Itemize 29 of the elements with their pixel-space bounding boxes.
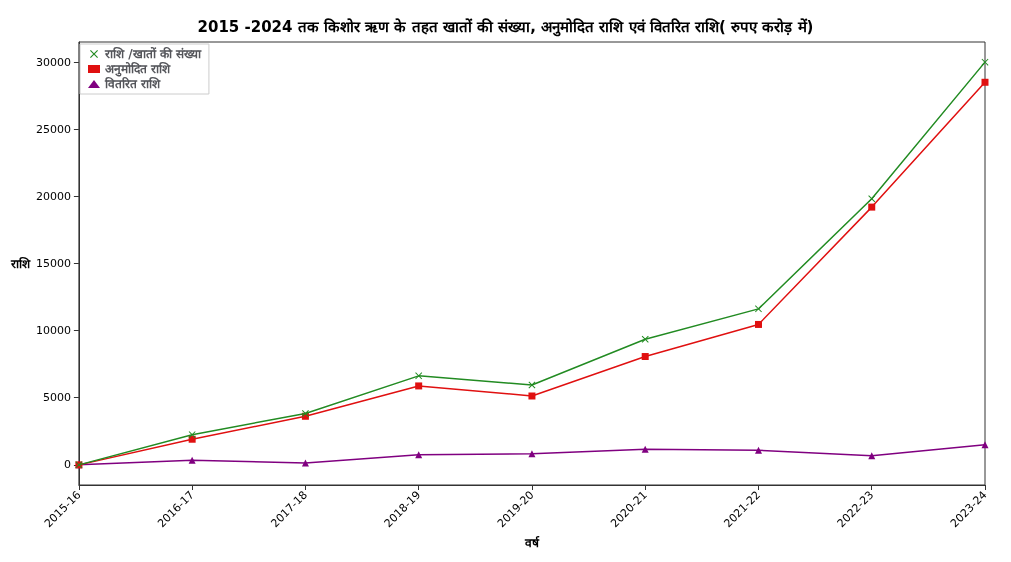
point <box>528 392 536 400</box>
point <box>641 353 649 361</box>
y-tick-label: 10000 <box>35 324 71 338</box>
point <box>528 450 536 458</box>
point <box>868 195 876 203</box>
point <box>754 305 762 313</box>
point <box>641 335 649 343</box>
point <box>188 456 196 464</box>
point <box>188 431 196 439</box>
point <box>981 78 989 86</box>
point <box>981 441 989 449</box>
legend-label: अनुमोदित राशि <box>105 62 172 77</box>
x-axis-title: वर्ष <box>523 536 540 550</box>
y-tick-label: 30000 <box>35 55 71 69</box>
legend-label: राशि /खातों की संख्या <box>104 47 202 61</box>
legend-label: वितरित राशि <box>104 77 162 91</box>
y-tick-label: 0 <box>63 458 71 472</box>
y-tick-label: 25000 <box>35 122 71 136</box>
y-tick-label: 5000 <box>42 391 71 405</box>
y-tick-label: 20000 <box>35 189 71 203</box>
y-axis-title: राशि <box>10 256 31 271</box>
point <box>754 320 762 328</box>
chart-title: 2015 -2024 तक किशोर ऋण के तहत खातों की संख्या, अनुमोदित राशि एवं वितरित राशि( रुपए करोड़ में) <box>197 17 814 37</box>
y-tick-label: 15000 <box>35 257 71 270</box>
point <box>754 446 762 454</box>
point <box>868 203 876 211</box>
point <box>415 382 423 390</box>
point <box>415 372 423 380</box>
point <box>641 445 649 453</box>
